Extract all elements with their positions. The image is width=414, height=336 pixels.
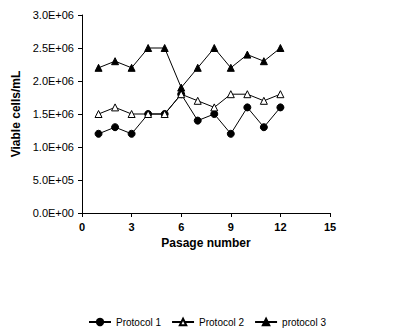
svg-text:Pasage number: Pasage number [161, 236, 251, 250]
svg-text:1.5E+06: 1.5E+06 [33, 108, 74, 120]
svg-text:protocol 3: protocol 3 [282, 317, 326, 328]
svg-text:5.0E+05: 5.0E+05 [33, 174, 74, 186]
svg-text:3.0E+06: 3.0E+06 [33, 9, 74, 21]
svg-text:2.5E+06: 2.5E+06 [33, 42, 74, 54]
svg-text:1.0E+06: 1.0E+06 [33, 141, 74, 153]
svg-text:0: 0 [79, 221, 85, 233]
svg-text:6: 6 [178, 221, 184, 233]
svg-text:0.0E+00: 0.0E+00 [33, 207, 74, 219]
svg-text:12: 12 [274, 221, 286, 233]
svg-text:3: 3 [129, 221, 135, 233]
svg-text:15: 15 [324, 221, 336, 233]
svg-text:Protocol 2: Protocol 2 [199, 317, 244, 328]
svg-text:Protocol 1: Protocol 1 [116, 317, 161, 328]
svg-text:Viable cells/mL: Viable cells/mL [9, 71, 23, 158]
svg-text:2.0E+06: 2.0E+06 [33, 75, 74, 87]
svg-text:9: 9 [228, 221, 234, 233]
